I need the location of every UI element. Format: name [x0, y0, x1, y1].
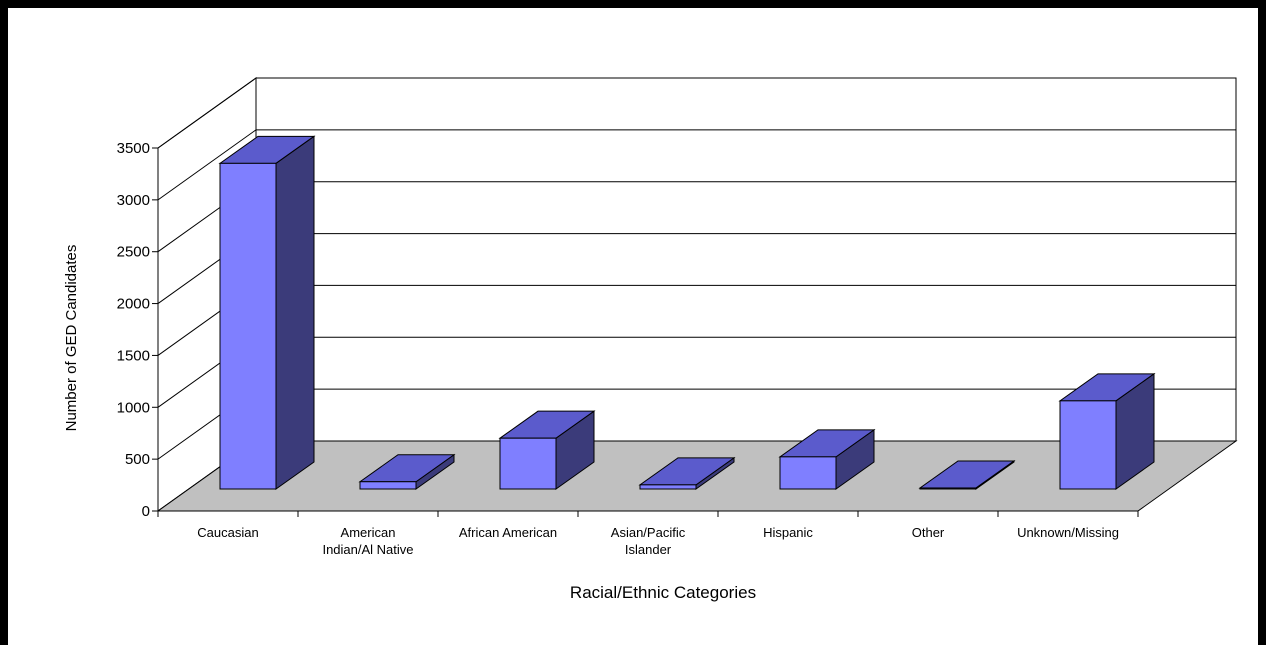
bar-front	[219, 162, 277, 490]
y-tick-label: 2000	[117, 296, 150, 313]
y-axis: 0 500 1000 1500 2000 2500 3000 3500	[117, 140, 159, 520]
x-tick-label: Other	[912, 525, 945, 540]
gridline-side	[157, 77, 257, 149]
bar-chart: 0 500 1000 1500 2000 2500 3000 3500 Caucasian Am…	[63, 77, 1238, 602]
bar-6	[1058, 372, 1156, 490]
x-axis-title: Racial/Ethnic Categories	[570, 583, 756, 602]
bar-front	[639, 484, 697, 490]
bar-1	[358, 453, 456, 490]
x-tick-label: Hispanic	[763, 525, 813, 540]
x-tick-label: African American	[459, 525, 557, 540]
bar-3	[638, 456, 736, 490]
x-tick-label: Caucasian	[197, 525, 258, 540]
x-tick-label: American Indian/Al Native	[322, 525, 413, 557]
bar-front	[779, 456, 837, 490]
x-axis: Caucasian American Indian/Al Native African…	[157, 510, 1139, 557]
bar-side	[275, 135, 315, 490]
bar-4	[778, 428, 876, 490]
y-tick-label: 2500	[117, 244, 150, 261]
y-tick-label: 3000	[117, 192, 150, 209]
x-tick-label: Asian/Pacific Islander	[611, 525, 686, 557]
bar-front	[359, 481, 417, 490]
bars	[218, 135, 1156, 490]
y-tick-label: 1000	[117, 399, 150, 416]
y-tick-label: 1500	[117, 347, 150, 364]
x-tick-label: Unknown/Missing	[1017, 525, 1119, 540]
chart-frame: 0 500 1000 1500 2000 2500 3000 3500 Caucasian Am…	[8, 8, 1258, 645]
y-axis-title: Number of GED Candidates	[63, 245, 80, 432]
bar-5	[918, 459, 1016, 490]
bar-2	[498, 410, 596, 490]
bar-front	[1059, 400, 1117, 490]
bar-0	[218, 135, 316, 490]
y-tick-label: 0	[142, 503, 150, 520]
y-tick-label: 3500	[117, 140, 150, 157]
bar-front	[499, 437, 557, 490]
y-tick-label: 500	[125, 451, 150, 468]
bar-front	[919, 487, 977, 490]
gridline-side	[157, 129, 257, 201]
